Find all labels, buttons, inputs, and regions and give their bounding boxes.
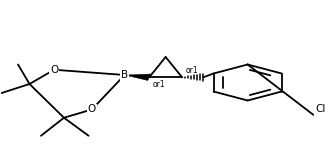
Text: or1: or1 <box>153 80 165 89</box>
Polygon shape <box>125 74 151 81</box>
Text: Cl: Cl <box>316 104 326 114</box>
Text: O: O <box>50 65 58 75</box>
Text: or1: or1 <box>185 66 198 75</box>
Text: O: O <box>88 105 96 114</box>
Text: B: B <box>121 70 128 80</box>
